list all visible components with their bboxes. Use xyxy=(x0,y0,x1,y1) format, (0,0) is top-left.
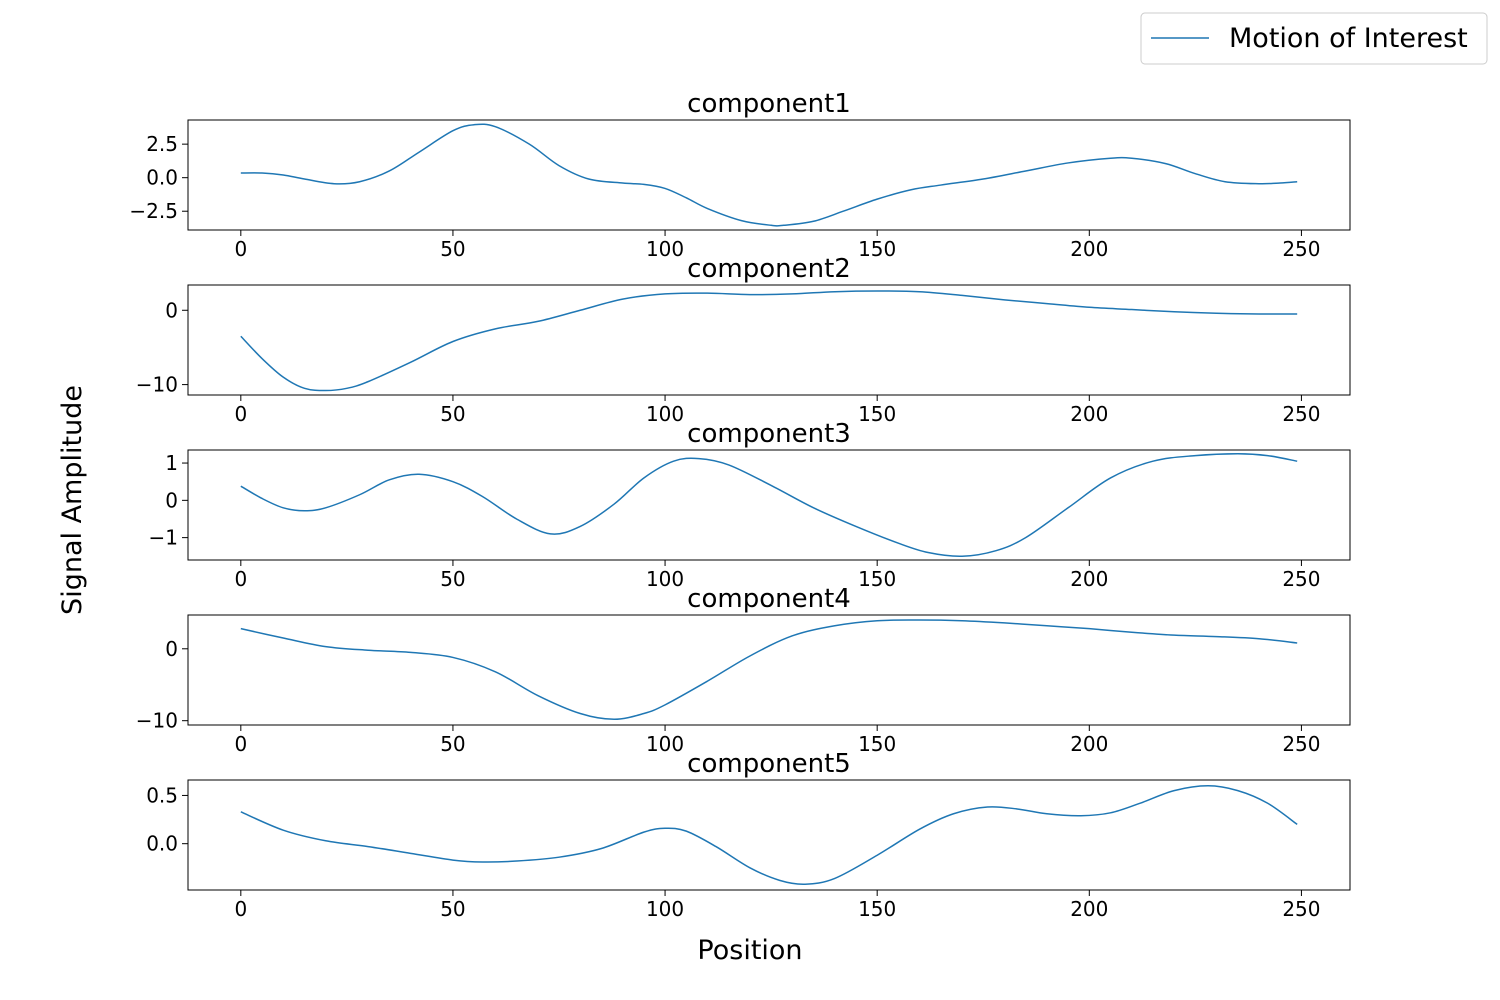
panel-4: component4 0 50 100 150 200 250 0 −10 xyxy=(136,584,1351,756)
panel-5-x-tick-label: 150 xyxy=(858,897,896,921)
panel-4-title: component4 xyxy=(687,584,851,614)
legend-frame xyxy=(1140,12,1488,65)
panel-3-title: component3 xyxy=(687,419,851,449)
panel-1-series-line xyxy=(240,123,1298,227)
panel-1-y-tick-label: 2.5 xyxy=(146,132,178,156)
panel-3: component3 0 50 100 150 200 250 1 0 −1 xyxy=(149,419,1351,591)
panel-2-x-tick-label: 100 xyxy=(646,402,684,426)
panel-2-y-tick-label: 0 xyxy=(165,298,178,322)
panel-4-x-tick-label: 100 xyxy=(646,732,684,756)
y-axis-label: Signal Amplitude xyxy=(57,385,88,615)
panel-5-y-tick-label: 0.5 xyxy=(146,783,178,807)
panel-1-y-tick-label: −2.5 xyxy=(129,199,178,223)
panel-2-y-tick-label: −10 xyxy=(136,373,178,397)
panel-5-title: component5 xyxy=(687,749,851,779)
legend-entry-label: Motion of Interest xyxy=(1229,23,1468,54)
panel-4-series-line xyxy=(240,619,1298,721)
panel-3-frame xyxy=(187,449,1351,561)
panel-2: component2 0 50 100 150 200 250 0 −10 xyxy=(136,254,1351,426)
panel-1-x-tick-label: 150 xyxy=(858,237,896,261)
panel-3-x-tick-label: 150 xyxy=(858,567,896,591)
panel-4-x-tick-label: 0 xyxy=(234,732,247,756)
panel-1-x-tick-label: 50 xyxy=(440,237,465,261)
panel-3-x-tick-label: 200 xyxy=(1070,567,1108,591)
panel-2-x-tick-label: 50 xyxy=(440,402,465,426)
panel-4-frame xyxy=(187,614,1351,726)
panel-4-y-tick-label: −10 xyxy=(136,709,178,733)
panel-4-x-tick-label: 50 xyxy=(440,732,465,756)
panel-5-series-line xyxy=(240,785,1298,885)
panel-2-frame xyxy=(187,284,1351,396)
panel-1-frame xyxy=(187,119,1351,231)
legend: Motion of Interest xyxy=(1140,12,1488,65)
panel-5-y-tick-label: 0.0 xyxy=(146,832,178,856)
panel-2-series-line xyxy=(240,290,1298,392)
panel-3-y-tick-label: −1 xyxy=(149,526,178,550)
panel-5-frame xyxy=(187,779,1351,891)
panel-1-x-tick-label: 250 xyxy=(1282,237,1320,261)
panel-1-x-tick-label: 100 xyxy=(646,237,684,261)
panel-5-x-tick-label: 50 xyxy=(440,897,465,921)
panel-5-x-tick-label: 0 xyxy=(234,897,247,921)
panel-1-x-tick-label: 200 xyxy=(1070,237,1108,261)
panel-2-x-tick-label: 200 xyxy=(1070,402,1108,426)
panel-2-x-tick-label: 250 xyxy=(1282,402,1320,426)
panel-3-x-tick-label: 50 xyxy=(440,567,465,591)
panel-5: component5 0 50 100 150 200 250 0.5 0.0 xyxy=(146,749,1351,921)
panel-1-y-tick-label: 0.0 xyxy=(146,166,178,190)
panel-3-x-tick-label: 0 xyxy=(234,567,247,591)
panel-2-title: component2 xyxy=(687,254,851,284)
panel-3-x-tick-label: 250 xyxy=(1282,567,1320,591)
panel-1-x-tick-label: 0 xyxy=(234,237,247,261)
panel-2-x-tick-label: 150 xyxy=(858,402,896,426)
panel-3-y-tick-label: 1 xyxy=(165,451,178,475)
panel-2-x-tick-label: 0 xyxy=(234,402,247,426)
panel-4-x-tick-label: 150 xyxy=(858,732,896,756)
panel-3-y-tick-label: 0 xyxy=(165,488,178,512)
panel-1-title: component1 xyxy=(687,89,851,119)
x-axis-label: Position xyxy=(697,935,802,966)
panel-4-x-tick-label: 200 xyxy=(1070,732,1108,756)
panel-3-x-tick-label: 100 xyxy=(646,567,684,591)
panel-4-x-tick-label: 250 xyxy=(1282,732,1320,756)
panel-5-x-tick-label: 100 xyxy=(646,897,684,921)
panel-1: component1 0 50 100 150 200 250 2.5 0.0 −2.5 xyxy=(129,89,1351,261)
panel-5-x-tick-label: 250 xyxy=(1282,897,1320,921)
panel-3-series-line xyxy=(240,452,1298,558)
panel-5-x-tick-label: 200 xyxy=(1070,897,1108,921)
panel-4-y-tick-label: 0 xyxy=(165,637,178,661)
